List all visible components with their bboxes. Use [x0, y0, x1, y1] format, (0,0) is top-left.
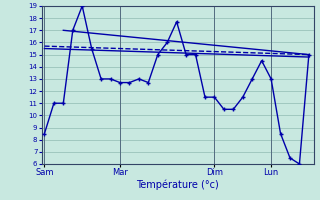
X-axis label: Température (°c): Température (°c): [136, 180, 219, 190]
